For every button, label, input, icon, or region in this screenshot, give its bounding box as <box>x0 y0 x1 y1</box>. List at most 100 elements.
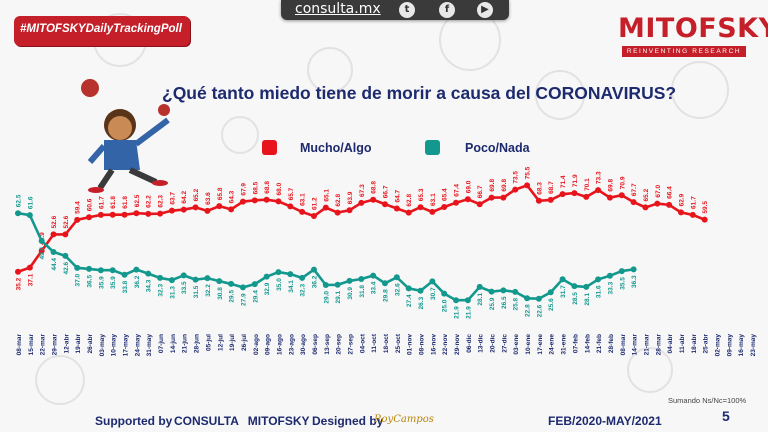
data-point <box>429 278 436 285</box>
x-tick-label: 28-feb <box>608 334 615 353</box>
x-tick-label: 08-mar <box>16 334 23 356</box>
data-point <box>204 275 211 282</box>
x-tick-label: 02-ago <box>253 334 260 355</box>
data-label: 66.4 <box>667 186 674 199</box>
x-tick-label: 29-mar <box>52 334 59 356</box>
x-tick-label: 26-abr <box>87 334 94 354</box>
data-label: 66.7 <box>477 185 484 198</box>
data-point <box>464 196 471 203</box>
data-point <box>405 209 412 216</box>
data-point <box>618 268 625 275</box>
data-point <box>263 273 270 280</box>
tracking-poll-badge: #MITOFSKYDailyTrackingPoll <box>14 16 190 46</box>
data-label: 65.1 <box>323 189 330 202</box>
x-tick-label: 03-ene <box>513 334 520 355</box>
data-label: 30.7 <box>430 287 437 300</box>
legend-swatch-mucho <box>262 140 277 155</box>
data-point <box>180 272 187 279</box>
data-label: 29.4 <box>252 290 259 303</box>
data-point <box>310 266 317 273</box>
data-point <box>535 295 542 302</box>
data-point <box>145 210 152 217</box>
data-point <box>38 247 45 254</box>
data-label: 52.6 <box>63 215 70 228</box>
data-point <box>405 285 412 292</box>
data-label: 65.2 <box>643 188 650 201</box>
x-tick-label: 31-may <box>146 334 153 357</box>
data-label: 29.1 <box>335 290 342 303</box>
data-label: 22.8 <box>525 304 532 317</box>
data-point <box>382 201 388 208</box>
data-point <box>310 213 317 219</box>
data-point <box>571 190 578 197</box>
data-label: 61.8 <box>110 196 117 209</box>
data-point <box>429 208 436 215</box>
data-label: 36.5 <box>87 275 94 288</box>
data-label: 61.2 <box>311 197 318 210</box>
data-point <box>535 197 542 204</box>
data-label: 33.8 <box>122 280 129 293</box>
data-label: 65.2 <box>193 188 200 201</box>
data-point <box>666 201 673 208</box>
data-label: 62.9 <box>678 193 685 206</box>
tracking-poll-label: #MITOFSKYDailyTrackingPoll <box>20 23 182 35</box>
data-point <box>595 187 602 194</box>
data-point <box>346 277 353 284</box>
data-point <box>689 211 696 218</box>
data-point <box>287 271 294 278</box>
supported-by-name: CONSULTA MITOFSKY <box>174 414 310 428</box>
data-point <box>322 282 329 288</box>
data-point <box>26 264 33 271</box>
data-point <box>15 210 21 217</box>
data-label: 68.7 <box>548 181 555 194</box>
x-tick-label: 12-abr <box>63 334 70 354</box>
data-label: 63.1 <box>430 193 437 206</box>
data-point <box>441 290 448 297</box>
chart-title: ¿Qué tanto miedo tiene de morir a causa … <box>162 83 677 103</box>
data-point <box>239 284 246 291</box>
data-label: 73.5 <box>513 171 520 184</box>
data-point <box>346 207 353 214</box>
data-label: 34.1 <box>288 280 295 293</box>
data-label: 65.4 <box>442 188 449 201</box>
data-label: 68.3 <box>536 182 543 195</box>
data-point <box>500 194 507 201</box>
x-tick-label: 29-nov <box>454 334 461 355</box>
data-label: 33.5 <box>181 281 188 294</box>
data-label: 35.9 <box>98 276 105 289</box>
data-point <box>417 204 424 211</box>
data-point <box>299 274 306 281</box>
data-point <box>168 207 175 214</box>
x-tick-label: 23-ago <box>288 334 295 355</box>
data-point <box>74 216 81 223</box>
data-label: 69.8 <box>489 179 496 192</box>
data-label: 68.8 <box>264 181 271 194</box>
data-point <box>606 194 613 201</box>
data-point <box>26 212 33 219</box>
data-label: 68.0 <box>276 182 283 195</box>
data-point <box>251 281 258 288</box>
twitter-icon[interactable]: t <box>399 2 415 18</box>
data-point <box>86 214 93 221</box>
data-label: 37.1 <box>27 273 34 286</box>
data-label: 26.3 <box>418 296 425 309</box>
data-point <box>228 206 235 213</box>
data-point <box>133 210 140 217</box>
x-tick-label: 22-nov <box>442 334 449 355</box>
data-label: 31.3 <box>169 286 176 299</box>
data-label: 62.5 <box>134 194 141 207</box>
data-label: 52.6 <box>51 215 58 228</box>
data-point <box>62 252 69 259</box>
youtube-icon[interactable]: ▶ <box>477 2 493 18</box>
data-label: 35.2 <box>16 277 23 290</box>
data-point <box>595 276 602 283</box>
data-label: 35.5 <box>619 277 626 290</box>
site-link[interactable]: consulta.mx <box>295 1 381 17</box>
data-point <box>157 210 164 217</box>
x-tick-label: 19-abr <box>75 334 82 354</box>
facebook-icon[interactable]: f <box>439 2 455 18</box>
data-point <box>642 204 649 211</box>
data-point <box>547 196 554 203</box>
data-label: 29.5 <box>229 290 236 303</box>
x-tick-label: 09-may <box>726 334 733 357</box>
